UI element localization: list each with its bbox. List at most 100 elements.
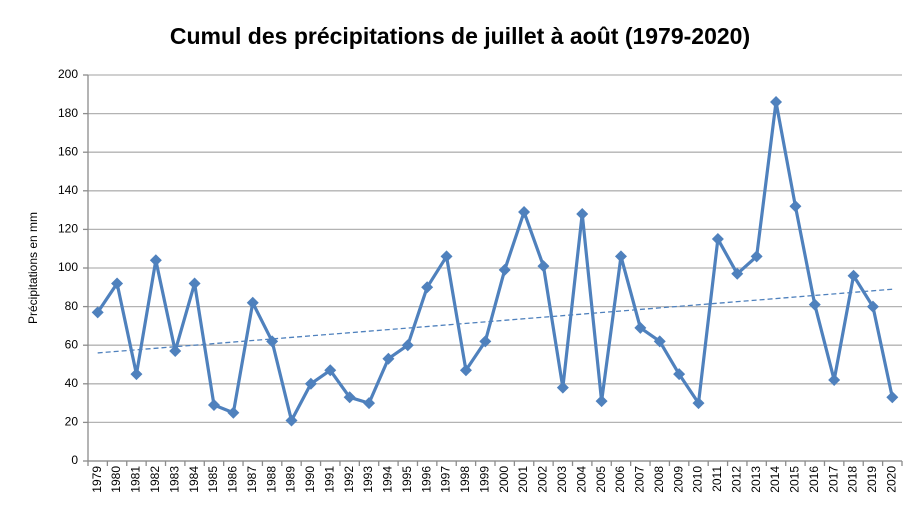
data-point — [479, 335, 492, 348]
data-point — [673, 368, 686, 381]
y-tick-label: 120 — [58, 222, 78, 236]
y-tick-label: 0 — [71, 453, 78, 467]
data-point — [711, 233, 724, 246]
data-point — [731, 267, 744, 280]
x-tick-label: 2013 — [749, 466, 763, 493]
x-tick-label: 1982 — [148, 466, 162, 493]
x-tick-label: 1979 — [90, 466, 104, 493]
data-point — [576, 207, 589, 220]
data-point — [227, 406, 240, 419]
data-point — [653, 335, 666, 348]
x-tick-label: 1980 — [109, 466, 123, 493]
data-point — [169, 344, 182, 357]
x-tick-label: 1981 — [129, 466, 143, 493]
y-tick-label: 100 — [58, 260, 78, 274]
y-tick-label: 80 — [65, 299, 79, 313]
x-tick-label: 2008 — [652, 466, 666, 493]
x-tick-label: 2019 — [865, 466, 879, 493]
data-point — [440, 250, 453, 263]
data-point — [266, 335, 279, 348]
x-tick-label: 2006 — [613, 466, 627, 493]
data-point — [498, 263, 511, 276]
data-point — [343, 391, 356, 404]
data-point — [111, 277, 124, 290]
x-tick-label: 2015 — [788, 466, 802, 493]
y-tick-label: 180 — [58, 106, 78, 120]
y-axis-label: Précipitations en mm — [26, 212, 40, 324]
y-tick-label: 20 — [65, 415, 79, 429]
y-tick-label: 60 — [65, 337, 79, 351]
x-tick-label: 2012 — [729, 466, 743, 493]
y-tick-label: 200 — [58, 67, 78, 81]
data-point — [130, 368, 143, 381]
x-tick-label: 1998 — [458, 466, 472, 493]
x-tick-label: 2016 — [807, 466, 821, 493]
data-point — [634, 321, 647, 334]
x-tick-label: 2003 — [555, 466, 569, 493]
data-point — [614, 250, 627, 263]
x-tick-label: 2020 — [884, 466, 898, 493]
x-tick-label: 1988 — [264, 466, 278, 493]
trendline — [97, 288, 893, 354]
y-tick-label: 160 — [58, 144, 78, 158]
data-point — [537, 260, 550, 273]
data-point — [382, 352, 395, 365]
data-point — [886, 391, 899, 404]
x-tick-label: 2010 — [691, 466, 705, 493]
x-tick-label: 1985 — [206, 466, 220, 493]
data-point — [556, 381, 569, 394]
x-tick-label: 2000 — [497, 466, 511, 493]
data-point — [91, 306, 104, 319]
data-point — [401, 339, 414, 352]
x-tick-label: 1989 — [284, 466, 298, 493]
x-tick-label: 1993 — [361, 466, 375, 493]
x-tick-label: 1996 — [419, 466, 433, 493]
x-tick-label: 1990 — [303, 466, 317, 493]
data-point — [692, 397, 705, 410]
data-point — [866, 300, 879, 313]
x-tick-label: 2018 — [846, 466, 860, 493]
x-tick-label: 2002 — [536, 466, 550, 493]
data-point — [188, 277, 201, 290]
x-tick-label: 2014 — [768, 466, 782, 493]
x-tick-label: 2005 — [594, 466, 608, 493]
series-line — [96, 100, 894, 423]
data-point — [518, 206, 531, 219]
x-tick-label: 1987 — [245, 466, 259, 493]
x-tick-label: 1984 — [187, 466, 201, 493]
x-tick-label: 1983 — [167, 466, 181, 493]
x-tick-label: 1986 — [226, 466, 240, 493]
data-point — [421, 281, 434, 294]
data-point — [789, 200, 802, 213]
data-point — [847, 269, 860, 282]
data-point — [149, 254, 162, 267]
x-tick-label: 2001 — [516, 466, 530, 493]
x-tick-label: 2017 — [826, 466, 840, 493]
x-tick-label: 1991 — [322, 466, 336, 493]
data-point — [207, 399, 220, 412]
data-point — [828, 373, 841, 386]
x-tick-label: 2011 — [710, 466, 724, 492]
x-tick-label: 1992 — [342, 466, 356, 493]
data-point — [324, 364, 337, 377]
data-point — [770, 96, 783, 109]
y-tick-label: 40 — [65, 376, 79, 390]
x-tick-label: 2009 — [671, 466, 685, 493]
y-tick-label: 140 — [58, 183, 78, 197]
x-tick-label: 1994 — [381, 466, 395, 493]
data-point — [246, 296, 259, 309]
data-point — [363, 397, 376, 410]
x-tick-label: 1995 — [400, 466, 414, 493]
chart-title: Cumul des précipitations de juillet à ao… — [170, 23, 750, 49]
x-tick-label: 2007 — [633, 466, 647, 493]
x-tick-label: 1999 — [477, 466, 491, 493]
data-point — [304, 377, 317, 390]
data-point — [808, 298, 821, 311]
x-tick-label: 2004 — [574, 466, 588, 493]
data-point — [750, 250, 763, 263]
x-tick-label: 1997 — [439, 466, 453, 493]
data-point — [595, 395, 608, 408]
data-point — [459, 364, 472, 377]
data-point — [285, 414, 298, 427]
